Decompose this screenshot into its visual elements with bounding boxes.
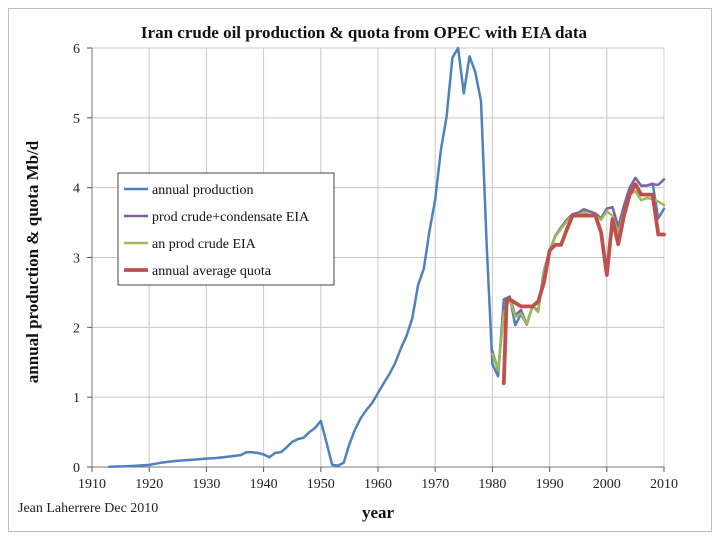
- x-tick-label: 1930: [192, 477, 220, 492]
- credit-text: Jean Laherrere Dec 2010: [18, 501, 158, 516]
- y-tick-label: 1: [73, 391, 80, 406]
- x-tick-label: 2010: [650, 477, 678, 492]
- series-line-annual-average-quota: [501, 182, 666, 386]
- x-tick-label: 2000: [593, 477, 621, 492]
- chart-title: Iran crude oil production & quota from O…: [141, 23, 588, 42]
- legend-label: annual production: [152, 183, 253, 198]
- x-tick-label: 1940: [250, 477, 278, 492]
- legend-box: [117, 172, 335, 286]
- ticks: 1910 1920 1930 1940 1950 1960 1970 1980 1990 2000…: [73, 42, 678, 492]
- y-tick-label: 6: [73, 42, 80, 57]
- series-line-an-prod-crude-eia: [491, 189, 666, 372]
- x-tick-label: 1960: [364, 477, 392, 492]
- legend-label: prod crude+condensate EIA: [152, 210, 310, 225]
- y-tick-label: 5: [73, 112, 80, 127]
- y-tick-label: 2: [73, 321, 80, 336]
- x-tick-label: 1970: [421, 477, 449, 492]
- x-tick-label: 1910: [78, 477, 106, 492]
- x-tick-label: 1950: [307, 477, 335, 492]
- y-tick-label: 3: [73, 252, 80, 267]
- y-tick-label: 0: [73, 461, 80, 476]
- legend: annual production prod crude+condensate E…: [117, 172, 335, 286]
- x-axis-label: year: [362, 503, 395, 522]
- x-tick-label: 1920: [135, 477, 163, 492]
- x-tick-label: 1980: [478, 477, 506, 492]
- chart-frame: [8, 8, 712, 532]
- series-line-prod-crude-condensate-eia: [491, 176, 666, 372]
- x-tick-label: 1990: [536, 477, 564, 492]
- y-axis-label: annual production & quota Mb/d: [23, 140, 42, 383]
- legend-label: an prod crude EIA: [152, 237, 257, 252]
- legend-label: annual average quota: [152, 264, 272, 279]
- series-lines: [107, 46, 666, 468]
- y-tick-label: 4: [73, 182, 80, 197]
